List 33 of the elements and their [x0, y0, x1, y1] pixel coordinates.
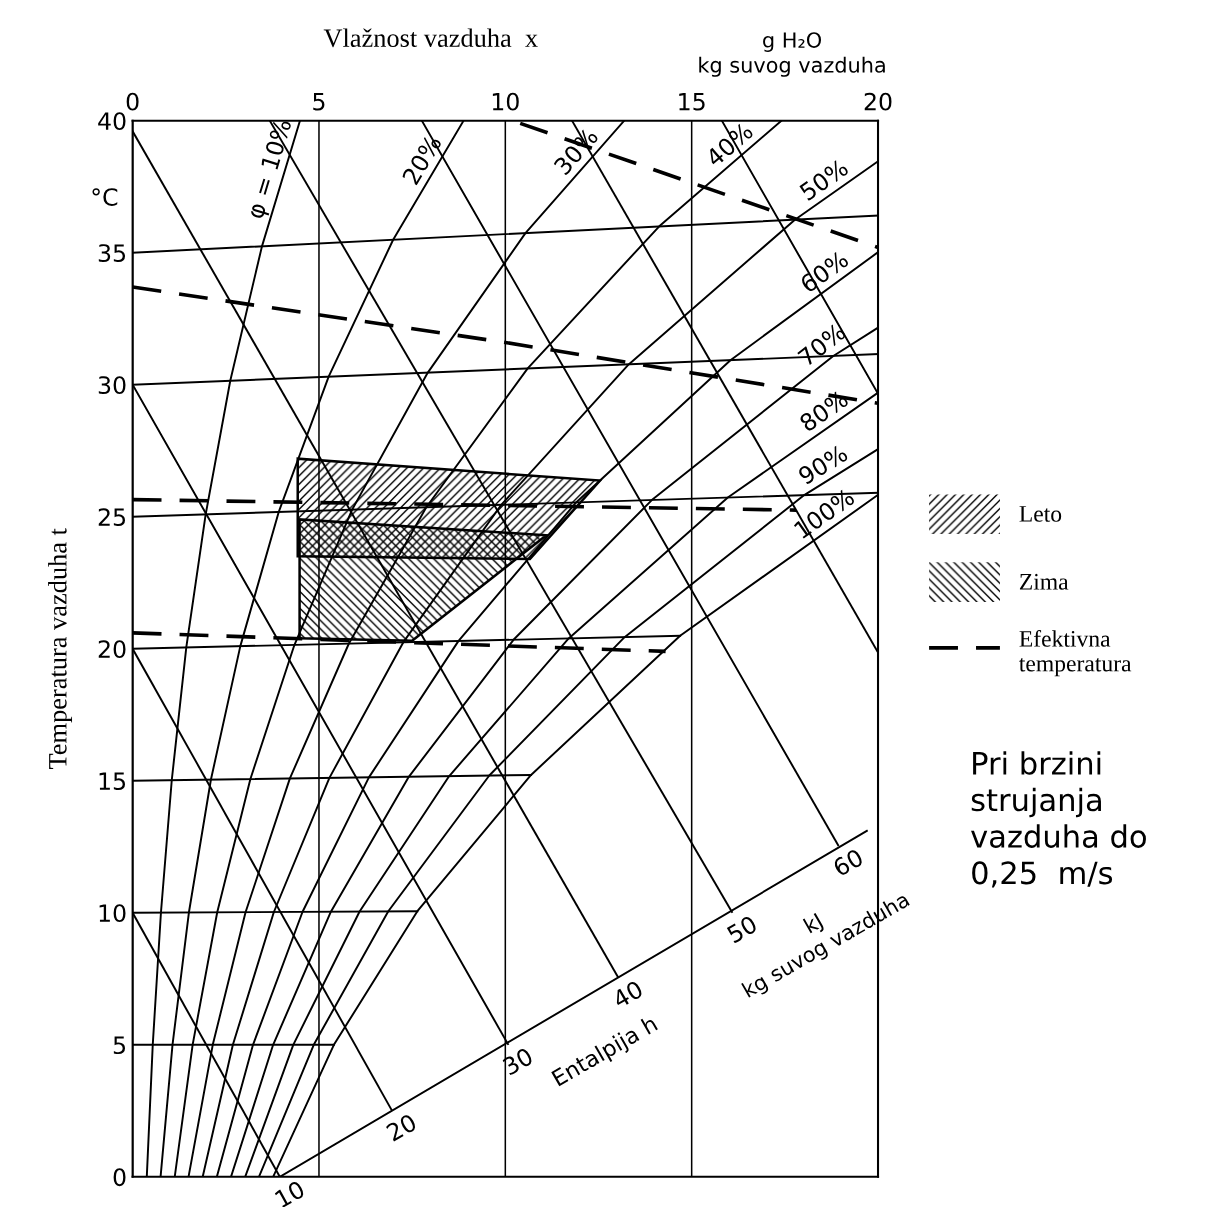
y-axis-title: Temperatura vazduha t: [48, 528, 73, 769]
text: φ = 10%: [245, 118, 297, 221]
y-tick-label: 20: [98, 640, 126, 659]
x-tick-label: 5: [313, 93, 325, 111]
y-tick-label: 15: [99, 772, 126, 791]
y-tick-label: 30: [98, 376, 126, 395]
y-tick-label: 10: [99, 904, 126, 923]
legend-label: Efektivna temperatura: [1019, 629, 1132, 677]
y-tick-label: 0: [113, 1168, 126, 1187]
legend-label: Zima: [1019, 573, 1069, 590]
y-tick-label: 5: [113, 1036, 126, 1055]
text: 40: [611, 979, 644, 1009]
x-tick-label: 20: [864, 92, 892, 111]
text: 30: [501, 1046, 534, 1076]
text: 10: [274, 1179, 306, 1207]
text: Pri brzini strujanja vazduha do 0,25 m/s: [971, 751, 1146, 888]
text: 60%: [799, 249, 850, 294]
x-tick-label: 0: [126, 92, 139, 111]
y-tick-label: 40: [98, 112, 126, 131]
x-tick-label: 10: [492, 92, 519, 111]
text: 50: [726, 914, 759, 944]
text: 90%: [797, 443, 849, 486]
legend-label: Leto: [1019, 506, 1062, 522]
text: 20: [385, 1113, 418, 1142]
x-axis-title: Vlažnost vazduha x: [323, 28, 538, 48]
text: 40%: [704, 121, 755, 168]
y-tick-label: 35: [98, 244, 126, 263]
y-tick-label: 25: [98, 508, 126, 527]
text: 80%: [798, 389, 850, 433]
text: g H₂O kg suvog vazduha: [699, 32, 885, 77]
text: °C: [92, 188, 118, 207]
text: 60: [832, 848, 865, 877]
x-tick-label: 15: [679, 93, 705, 111]
